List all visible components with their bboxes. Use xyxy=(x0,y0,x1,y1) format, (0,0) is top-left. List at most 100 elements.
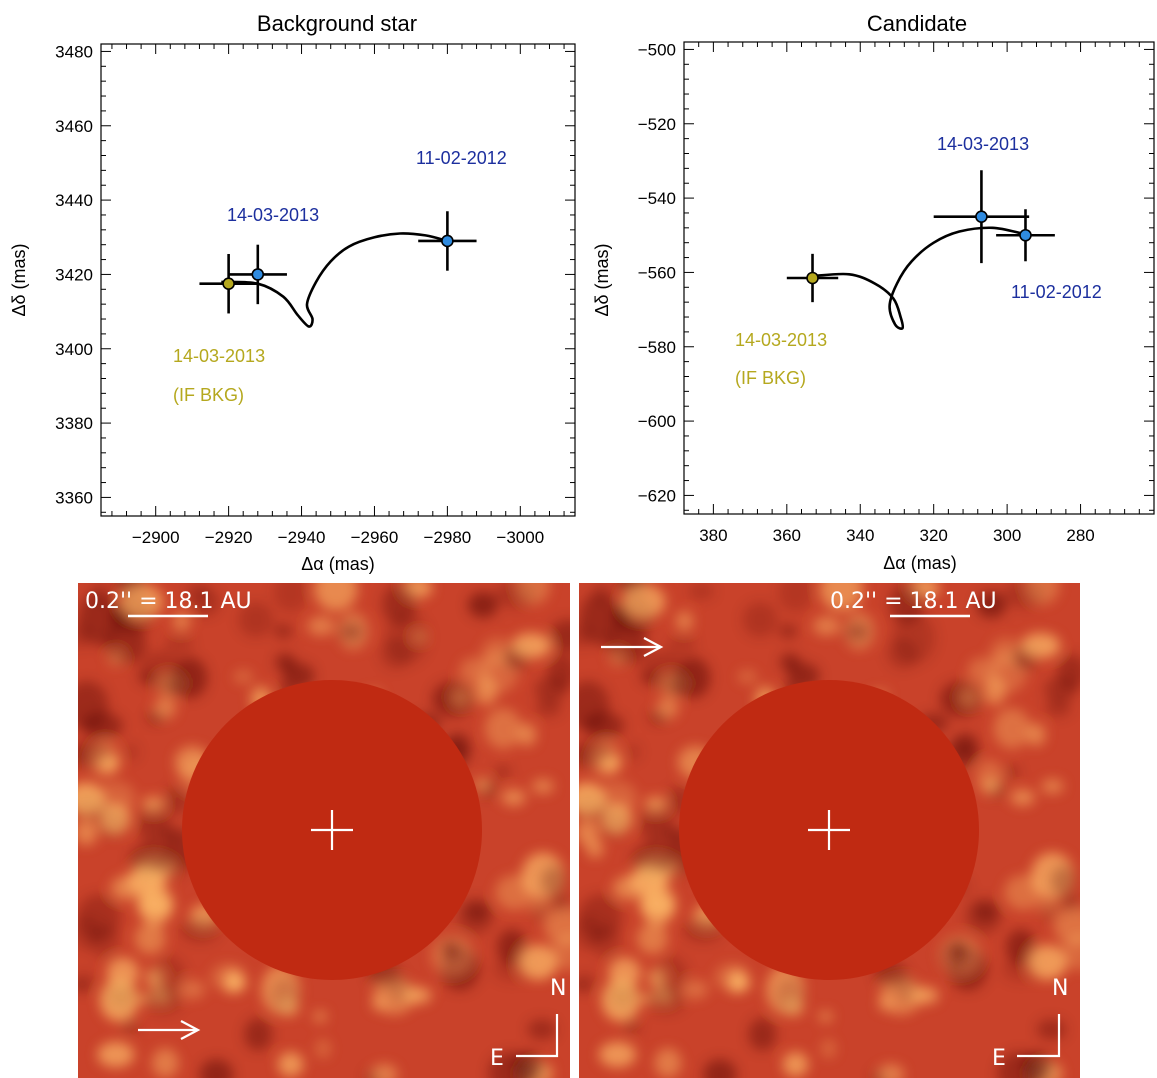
x-tick-label: −2900 xyxy=(132,528,180,547)
y-tick-label: 3380 xyxy=(55,414,93,433)
speckle xyxy=(1026,583,1060,605)
speckle xyxy=(123,743,139,761)
speckle xyxy=(1062,933,1080,971)
speckle xyxy=(370,1064,398,1078)
speckle xyxy=(748,1017,777,1051)
scale-label: 0.2'' = 18.1 AU xyxy=(85,589,252,614)
data-point xyxy=(786,253,839,303)
speckle xyxy=(142,796,164,813)
speckle xyxy=(540,865,567,898)
speckle xyxy=(579,592,621,646)
speckle xyxy=(185,583,211,600)
plot-frame xyxy=(100,43,576,517)
speckle xyxy=(180,917,220,942)
label-blue-2012: 11-02-2012 xyxy=(1011,282,1102,302)
speckle xyxy=(775,977,805,1014)
speckle xyxy=(78,894,121,942)
label-olive-date: 14-03-2013 xyxy=(735,330,827,350)
speckle xyxy=(199,1059,234,1078)
speckle xyxy=(948,939,969,959)
speckle xyxy=(1010,789,1035,806)
speckle xyxy=(152,955,186,995)
speckle xyxy=(598,1041,637,1068)
speckle xyxy=(315,1039,331,1059)
image-panel-right: 0.2'' = 18.1 AU N E xyxy=(579,583,1080,1078)
speckle xyxy=(1037,1019,1066,1040)
speckle xyxy=(675,657,711,699)
speckle xyxy=(586,839,604,859)
speckle xyxy=(622,1017,641,1034)
speckle xyxy=(527,899,550,913)
y-tick-label: −600 xyxy=(638,412,676,431)
label-blue-2013: 14-03-2013 xyxy=(937,134,1029,154)
speckle xyxy=(129,843,172,876)
speckle xyxy=(877,1064,905,1078)
speckle xyxy=(475,676,498,706)
speckle xyxy=(1050,865,1076,898)
speckle xyxy=(535,698,562,717)
x-tick-label: 300 xyxy=(993,526,1021,545)
y-tick-label: 3440 xyxy=(55,191,93,210)
arrow-icon xyxy=(601,637,664,657)
speckle xyxy=(639,893,676,918)
label-blue-2012: 11-02-2012 xyxy=(416,148,507,168)
speckle xyxy=(534,676,567,703)
data-point xyxy=(996,209,1055,262)
speckle xyxy=(1020,632,1061,659)
data-point xyxy=(228,244,287,305)
speckle xyxy=(164,633,194,656)
speckle xyxy=(1003,765,1020,778)
speckle xyxy=(314,583,358,612)
speckle xyxy=(702,1059,737,1078)
speckle xyxy=(511,632,551,659)
speckle xyxy=(631,843,674,876)
speckle xyxy=(976,591,1007,618)
y-tick-label: 3420 xyxy=(55,265,93,284)
speckle xyxy=(1005,929,1037,965)
x-tick-label: 280 xyxy=(1066,526,1094,545)
speckle xyxy=(154,695,177,719)
speckle xyxy=(688,583,715,600)
speckle xyxy=(531,779,555,794)
speckle xyxy=(119,584,164,619)
chart-background-star: Background star 3360 3380 3400 3420 3440 3460… xyxy=(9,11,576,574)
speckle xyxy=(78,681,109,731)
speckle xyxy=(145,988,183,1014)
speckle xyxy=(172,611,191,631)
speckle xyxy=(625,743,641,761)
y-axis-label: Δδ (mas) xyxy=(9,243,29,316)
data-point xyxy=(933,170,1030,264)
speckle xyxy=(1041,779,1064,794)
data-point xyxy=(418,211,477,271)
label-blue-2013: 14-03-2013 xyxy=(227,205,319,225)
x-tick-label: −2920 xyxy=(205,528,253,547)
speckle xyxy=(579,681,610,731)
speckle xyxy=(98,756,120,771)
speckle xyxy=(385,612,429,664)
speckle xyxy=(166,866,182,880)
speckle xyxy=(973,901,998,923)
speckle xyxy=(812,616,841,636)
speckle xyxy=(139,651,181,690)
y-tick-label: 3460 xyxy=(55,117,93,136)
chart-candidate: Candidate −500 −520 −540 −560 −580 −600 −620 3… xyxy=(592,11,1155,573)
speckle xyxy=(516,583,550,605)
star-cross-icon xyxy=(311,810,353,850)
speckle xyxy=(845,621,870,643)
speckle xyxy=(967,657,998,685)
speckle xyxy=(1028,944,1068,980)
speckle xyxy=(179,979,206,1000)
speckle xyxy=(982,778,999,791)
x-axis-label: Δα (mas) xyxy=(883,553,956,573)
speckle xyxy=(78,819,98,846)
x-tick-label: 340 xyxy=(846,526,874,545)
compass-icon xyxy=(1017,1014,1061,1058)
speckle xyxy=(818,1010,833,1023)
speckle xyxy=(642,651,684,690)
label-olive-ifbkg: (IF BKG) xyxy=(735,368,806,388)
panel-divider xyxy=(570,583,579,1078)
x-tick-label: −2940 xyxy=(278,528,326,547)
speckle xyxy=(579,819,599,846)
y-axis-label: Δδ (mas) xyxy=(592,243,612,316)
background-track-line xyxy=(812,226,1023,330)
